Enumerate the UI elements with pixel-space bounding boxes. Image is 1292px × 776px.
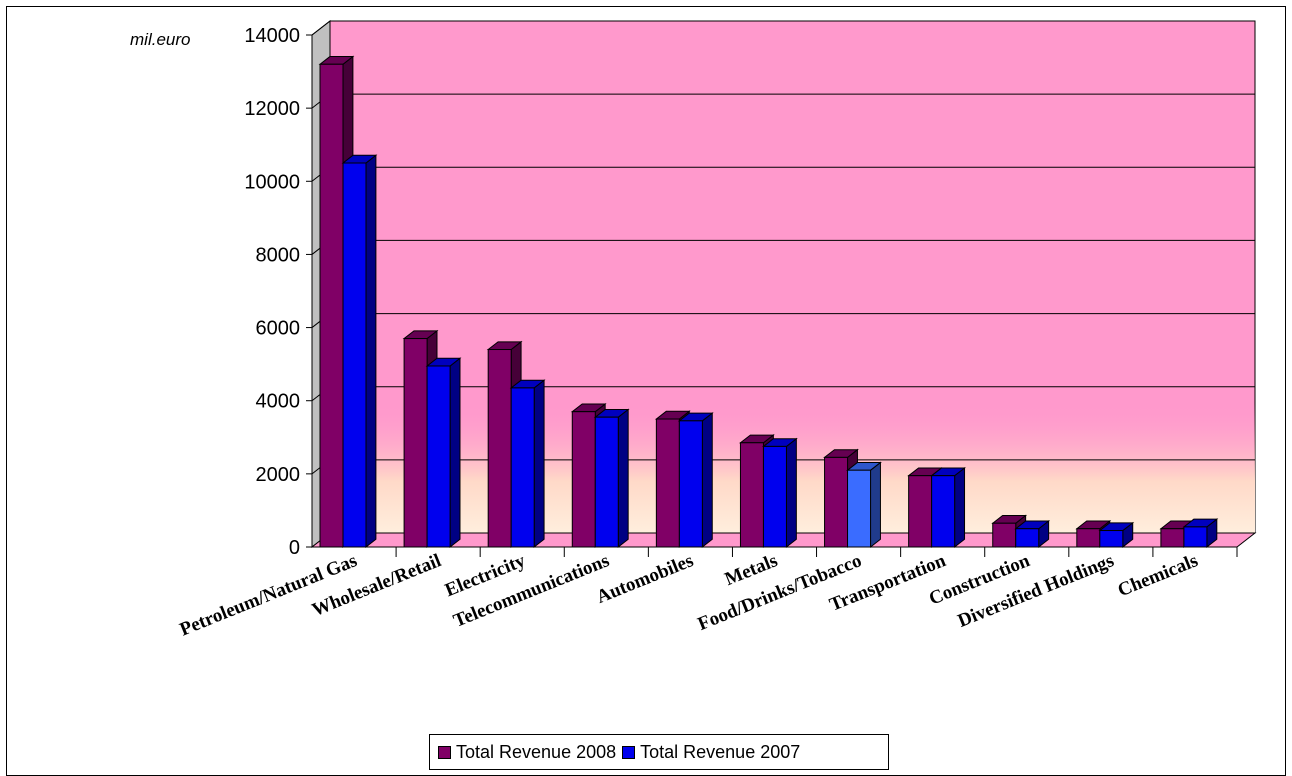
bar-2007-diversified-holdings	[1098, 521, 1135, 549]
gridline-side	[311, 20, 331, 36]
y-tick-label: 6000	[256, 318, 301, 340]
bar-2007-chemicals	[1182, 518, 1219, 549]
y-tick-label: 2000	[256, 464, 301, 486]
bar-2007-electricity	[509, 379, 546, 549]
legend-label-2007: Total Revenue 2007	[640, 741, 801, 762]
legend-item-2008: Total Revenue 2008	[438, 742, 616, 763]
category-label: Automobiles	[594, 550, 697, 608]
legend-swatch-2008	[438, 745, 451, 759]
bar-2007-petroleum-natural-gas	[341, 154, 378, 549]
bar-2007-construction	[1014, 519, 1051, 549]
legend-item-2007: Total Revenue 2007	[622, 742, 800, 763]
axes	[306, 34, 1238, 557]
chart-frame: 0 2000 4000 6000 8000 10000 12000 14000 Petrole…	[6, 6, 1286, 776]
bar-2007-transportation	[930, 466, 966, 549]
bar-2007-wholesale-retail	[425, 357, 462, 549]
bar-2007-telecommunications	[593, 408, 630, 549]
y-tick-label: 8000	[256, 244, 301, 266]
category-label: Chemicals	[1115, 550, 1201, 601]
y-unit-label: mil.euro	[130, 30, 190, 49]
y-tick-label: 10000	[244, 171, 300, 193]
y-tick-label: 14000	[244, 25, 300, 47]
bar-2007-automobiles	[677, 412, 714, 549]
bar-chart: 0 2000 4000 6000 8000 10000 12000 14000 Petrole…	[130, 19, 1257, 640]
y-tick-label: 4000	[256, 391, 301, 413]
y-tick-labels: 0 2000 4000 6000 8000 10000 12000 14000	[244, 25, 300, 559]
legend-label-2008: Total Revenue 2008	[456, 741, 617, 762]
legend-swatch-2007	[622, 745, 636, 759]
y-tick-label: 0	[289, 537, 300, 559]
category-labels: Petroleum/Natural GasWholesale/RetailEle…	[177, 550, 1201, 640]
bar-2007-food-drinks-tobacco	[846, 461, 882, 549]
bar-2007-metals	[761, 437, 798, 549]
y-tick-label: 12000	[244, 98, 300, 120]
bars	[318, 55, 1219, 549]
legend: Total Revenue 2008 Total Revenue 2007	[429, 734, 889, 770]
